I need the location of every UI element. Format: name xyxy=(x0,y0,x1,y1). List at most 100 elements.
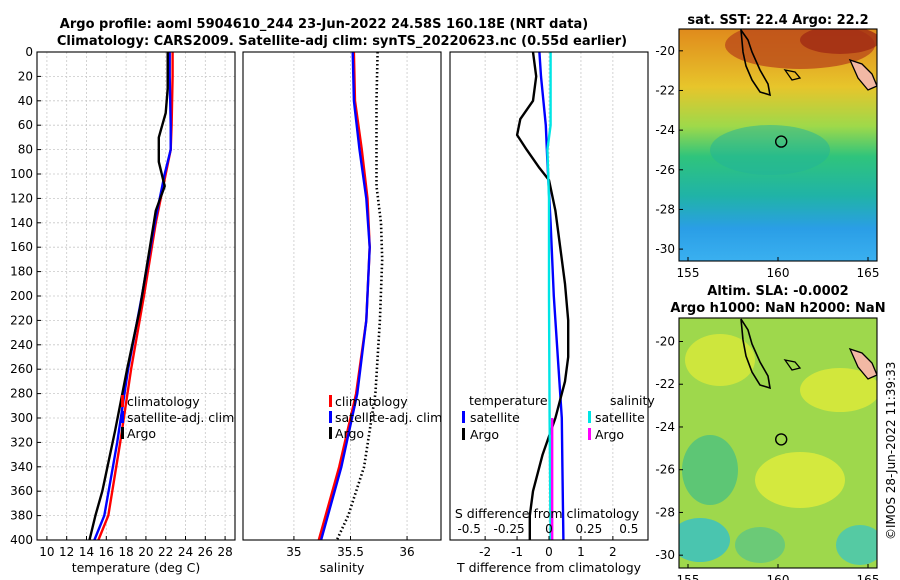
temperature-xtick-label: 14 xyxy=(79,545,94,559)
sla-coastline-new-caledonia xyxy=(740,318,772,390)
differences-xtick-label: 1 xyxy=(577,545,585,559)
diff-secondary-xtick-label: 0.5 xyxy=(619,522,638,536)
sla-map-title-line1: Altim. SLA: -0.0002 xyxy=(707,284,848,299)
sla_map-ytick-label: -20 xyxy=(655,335,675,349)
depth-tick-label: 220 xyxy=(10,313,33,327)
differences-xlabel: T difference from climatology xyxy=(456,560,642,575)
depth-tick-label: 0 xyxy=(25,45,33,59)
sla-low-patch-1 xyxy=(682,435,738,505)
depth-tick-label: 200 xyxy=(10,289,33,303)
diff-legend-salinity-swatch xyxy=(588,428,591,440)
sla-low-patch-2 xyxy=(679,518,730,562)
depth-tick-label: 240 xyxy=(10,338,33,352)
diff-secondary-xtick-label: -0.25 xyxy=(494,522,525,536)
diff-secondary-xtick-label: 0 xyxy=(545,522,553,536)
differences-series-salinity-satellite xyxy=(546,52,552,541)
sst_map-xtick-label: 165 xyxy=(857,266,880,280)
figure-title-line2: Climatology: CARS2009. Satellite-adj cli… xyxy=(57,34,627,49)
diff-legend-salinity-title: salinity xyxy=(610,393,655,408)
temperature-xtick-label: 22 xyxy=(158,545,173,559)
depth-tick-label: 400 xyxy=(10,533,33,547)
temperature-xlabel: temperature (deg C) xyxy=(72,560,201,575)
sst-coastline-loyalty xyxy=(783,69,802,81)
diff-legend-temperature-label: Argo xyxy=(470,427,499,442)
sst-coastline-vanuatu xyxy=(848,58,877,91)
temperature-xtick-label: 28 xyxy=(217,545,232,559)
salinity-xlabel: salinity xyxy=(320,560,365,575)
sla_map-xtick-label: 165 xyxy=(857,573,880,580)
diff-secondary-xlabel: S difference from climatology xyxy=(455,506,640,521)
temperature-legend-label: satellite-adj. clim xyxy=(127,410,234,425)
temperature-legend-label: Argo xyxy=(127,426,156,441)
temperature-xtick-label: 12 xyxy=(59,545,74,559)
sla-map: 155 160 165 -20 -22 -24 -26 -28 -30 xyxy=(655,317,880,580)
sla_map-xtick-label: 155 xyxy=(677,573,700,580)
sla-argo-marker xyxy=(775,433,788,446)
temperature-legend-swatch xyxy=(121,411,124,423)
sla_map-ytick-label: -26 xyxy=(655,463,675,477)
salinity-frame xyxy=(242,51,442,541)
diff-legend-salinity-swatch xyxy=(588,411,591,423)
diff-secondary-xtick-label: -0.5 xyxy=(457,522,480,536)
differences-series-temperature-argo xyxy=(515,51,570,540)
depth-tick-label: 120 xyxy=(10,191,33,205)
sst_map-ytick-label: -26 xyxy=(655,163,675,177)
depth-tick-label: 340 xyxy=(10,460,33,474)
depth-tick-label: 100 xyxy=(10,167,33,181)
sla_map-ytick-label: -28 xyxy=(655,505,675,519)
depth-tick-label: 320 xyxy=(10,435,33,449)
sst_map-xtick-label: 155 xyxy=(677,266,700,280)
difference-panel: -2 -1 0 1 2T difference from climatology temp… xyxy=(449,51,655,575)
temperature-series-argo xyxy=(88,52,169,541)
depth-tick-label: 280 xyxy=(10,387,33,401)
depth-tick-label: 380 xyxy=(10,509,33,523)
salinity-series-satellite-adj-clim xyxy=(319,51,371,541)
depth-tick-label: 360 xyxy=(10,484,33,498)
figure-title-line1: Argo profile: aoml 5904610_244 23-Jun-20… xyxy=(60,17,588,32)
salinity-panel: 35 35.5 36 salinity climatologysatellite-adj… xyxy=(242,51,442,575)
sst_map-ytick-label: -30 xyxy=(655,242,675,256)
differences-series-temperature-satellite xyxy=(538,51,565,541)
salinity-legend-swatch xyxy=(329,427,332,439)
sla-high-patch-3 xyxy=(755,452,845,508)
depth-tick-label: 40 xyxy=(18,94,33,108)
sla-low-patch-3 xyxy=(735,527,785,563)
temperature-xtick-label: 20 xyxy=(138,545,153,559)
temperature-xtick-label: 26 xyxy=(198,545,213,559)
sla-high-patch-2 xyxy=(800,368,877,412)
sst_map-ytick-label: -24 xyxy=(655,123,675,137)
sst-eddy-patch xyxy=(710,125,830,175)
sst-hot-patch xyxy=(800,29,877,54)
temperature-legend-swatch xyxy=(121,427,124,439)
temperature-legend-label: climatology xyxy=(127,394,200,409)
sla-low-patch-4 xyxy=(836,525,877,565)
watermark: ©IMOS 28-Jun-2022 11:39:33 xyxy=(884,362,898,540)
sst-map: 155 160 165 -20 -22 -24 -26 -28 -30 xyxy=(655,28,880,280)
sla-high-patch-1 xyxy=(685,334,755,386)
sst-coastline-new-caledonia xyxy=(740,29,772,97)
salinity-series-argo xyxy=(335,51,384,541)
salinity-xtick-label: 35 xyxy=(286,545,301,559)
differences-xtick-label: -1 xyxy=(511,545,523,559)
salinity-legend-swatch xyxy=(329,395,332,407)
sla-coastline-loyalty xyxy=(783,359,802,371)
diff-legend-temperature-label: satellite xyxy=(470,410,520,425)
temperature-panel: 0 20 40 60 80 100 120 140 160 180 200 220 240 260 280 3… xyxy=(10,45,236,575)
salinity-legend-label: climatology xyxy=(335,394,408,409)
depth-tick-label: 20 xyxy=(18,69,33,83)
temperature-xtick-label: 24 xyxy=(178,545,193,559)
diff-legend-salinity-label: Argo xyxy=(595,427,624,442)
sst_map-ytick-label: -22 xyxy=(655,83,675,97)
sst-argo-marker xyxy=(775,135,788,148)
sst_map-xtick-label: 160 xyxy=(767,266,790,280)
depth-tick-label: 140 xyxy=(10,216,33,230)
differences-xtick-label: -2 xyxy=(479,545,491,559)
sst_map-ytick-label: -28 xyxy=(655,202,675,216)
salinity-xtick-label: 36 xyxy=(399,545,414,559)
depth-tick-label: 180 xyxy=(10,265,33,279)
depth-tick-label: 80 xyxy=(18,143,33,157)
salinity-legend-label: Argo xyxy=(335,426,364,441)
sla_map-ytick-label: -24 xyxy=(655,420,675,434)
sla-coastline-vanuatu xyxy=(848,347,877,380)
